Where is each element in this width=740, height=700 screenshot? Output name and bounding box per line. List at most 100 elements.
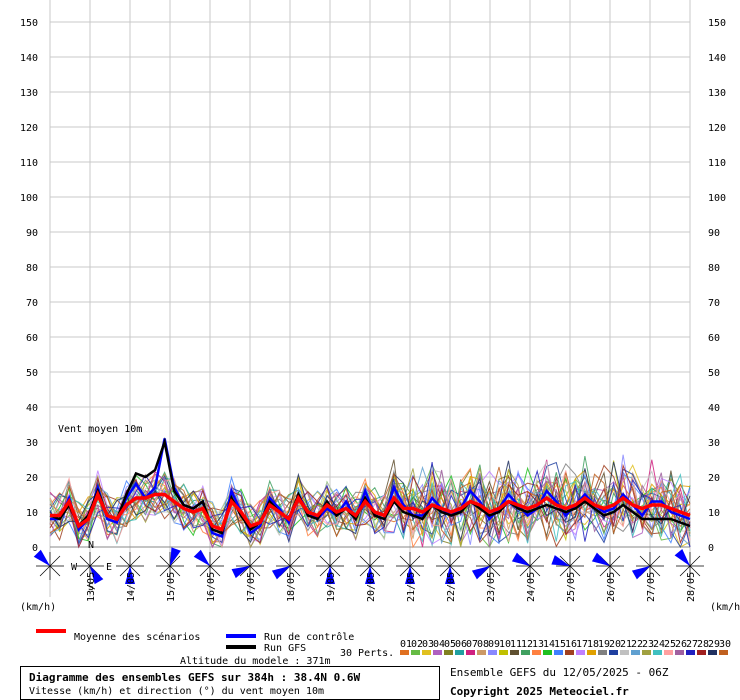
pert-id: 23 [642, 639, 654, 650]
x-tick-label: 25/05 [566, 572, 577, 602]
y-tick-label-left: 60 [26, 333, 38, 344]
x-tick-label: 22/05 [446, 572, 457, 602]
pert-id: 09 [488, 639, 500, 650]
pert-swatch [697, 650, 706, 655]
x-tick-label: 15/05 [166, 572, 177, 602]
y-tick-label-left: 150 [20, 18, 38, 29]
unit-label-right: (km/h) [710, 602, 740, 613]
pert-swatch [576, 650, 585, 655]
pert-swatch [444, 650, 453, 655]
pert-swatch [686, 650, 695, 655]
pert-id: 26 [675, 639, 687, 650]
wind-arrow-icon [551, 555, 570, 566]
y-tick-label-left: 90 [26, 228, 38, 239]
y-tick-label-right: 150 [708, 18, 726, 29]
x-tick-label: 24/05 [526, 572, 537, 602]
y-tick-label-right: 50 [708, 368, 720, 379]
y-tick-label-right: 10 [708, 508, 720, 519]
pert-swatch [521, 650, 530, 655]
pert-id: 18 [587, 639, 599, 650]
perturbation-legend: 0102030405060708091011121314151617181920… [400, 639, 731, 655]
y-axis-ticks: 0 0 10 10 20 20 30 30 40 40 50 50 60 60 70 70 80 80 90 90 10… [20, 18, 726, 554]
pert-id: 10 [499, 639, 511, 650]
wind-arrow-icon [405, 566, 415, 584]
pert-swatch [631, 650, 640, 655]
legend-mean-label: Moyenne des scénarios [74, 631, 200, 643]
compass: N S W E [71, 540, 112, 593]
pert-swatch [719, 650, 728, 655]
x-tick-label: 19/05 [326, 572, 337, 602]
pert-id: 12 [521, 639, 533, 650]
x-tick-label: 16/05 [206, 572, 217, 602]
legend: Moyenne des scénarios Run de contrôle Ru… [36, 629, 731, 667]
pert-id: 17 [576, 639, 588, 650]
pert-swatch [433, 650, 442, 655]
pert-id: 24 [653, 639, 665, 650]
pert-swatch [455, 650, 464, 655]
wind-arrow-icon [170, 547, 181, 566]
y-tick-label-left: 140 [20, 53, 38, 64]
compass-n: N [88, 540, 94, 551]
wind-arrow-icon [90, 566, 104, 585]
pert-swatch [620, 650, 629, 655]
x-tick-label: 18/05 [286, 572, 297, 602]
pert-swatch [411, 650, 420, 655]
pert-id: 15 [554, 639, 566, 650]
y-tick-label-left: 20 [26, 473, 38, 484]
inner-label: Vent moyen 10m [58, 424, 142, 435]
y-tick-label-right: 140 [708, 53, 726, 64]
pert-swatch [653, 650, 662, 655]
perturbation-line [49, 466, 691, 544]
pert-swatch [565, 650, 574, 655]
pert-id: 02 [411, 639, 423, 650]
wind-arrow-icon [193, 549, 210, 566]
unit-label-left: (km/h) [20, 602, 56, 613]
pert-swatch [488, 650, 497, 655]
y-tick-label-right: 60 [708, 333, 720, 344]
pert-id: 28 [697, 639, 709, 650]
compass-e: E [106, 562, 112, 573]
wind-arrow-icon [231, 566, 250, 579]
perts-label: 30 Perts. [340, 648, 394, 659]
y-tick-label-right: 40 [708, 403, 720, 414]
wind-arrow-icon [125, 566, 135, 584]
y-tick-label-left: 120 [20, 123, 38, 134]
pert-swatch [532, 650, 541, 655]
pert-swatch [477, 650, 486, 655]
pert-id: 16 [565, 639, 577, 650]
y-tick-label-right: 130 [708, 88, 726, 99]
copyright: Copyright 2025 Meteociel.fr [450, 685, 629, 698]
series-line [50, 438, 691, 539]
wind-arrow-icon [471, 566, 490, 580]
pert-swatch [642, 650, 651, 655]
x-tick-label: 23/05 [486, 572, 497, 602]
pert-id: 08 [477, 639, 489, 650]
wind-arrow-icon [591, 552, 610, 566]
wind-arrow-icon [674, 548, 690, 566]
y-tick-label-right: 110 [708, 158, 726, 169]
wind-arrow-icon [511, 552, 530, 566]
x-tick-label: 13/05 [86, 572, 97, 602]
pert-swatch [609, 650, 618, 655]
pert-id: 11 [510, 639, 522, 650]
pert-swatch [587, 650, 596, 655]
pert-swatch [708, 650, 717, 655]
y-tick-label-right: 80 [708, 263, 720, 274]
pert-id: 03 [422, 639, 434, 650]
y-tick-label-right: 120 [708, 123, 726, 134]
wind-arrow-icon [271, 566, 290, 580]
wind-arrow-icon [325, 566, 335, 584]
x-tick-label: 14/05 [126, 572, 137, 602]
legend-control-label: Run de contrôle [264, 631, 354, 643]
y-tick-label-left: 80 [26, 263, 38, 274]
x-tick-label: 27/05 [646, 572, 657, 602]
pert-swatch [543, 650, 552, 655]
wind-direction-row [33, 547, 704, 585]
wind-arrow-icon [365, 566, 375, 584]
y-tick-label-left: 70 [26, 298, 38, 309]
y-tick-label-right: 0 [708, 543, 714, 554]
pert-swatch [400, 650, 409, 655]
x-tick-label: 28/05 [686, 572, 697, 602]
perturbation-line [49, 472, 691, 547]
x-tick-label: 26/05 [606, 572, 617, 602]
